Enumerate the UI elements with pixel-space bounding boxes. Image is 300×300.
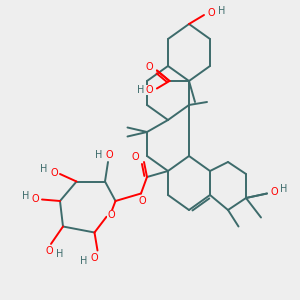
- Text: O: O: [106, 149, 113, 160]
- Text: O: O: [208, 8, 215, 19]
- Text: O: O: [271, 187, 278, 197]
- Text: O: O: [91, 253, 98, 263]
- Text: O: O: [132, 152, 140, 163]
- Text: H: H: [56, 249, 64, 260]
- Text: H: H: [280, 184, 287, 194]
- Text: O: O: [146, 62, 153, 73]
- Text: O: O: [32, 194, 39, 204]
- Text: H: H: [137, 85, 144, 95]
- Text: H: H: [80, 256, 88, 266]
- Text: O: O: [146, 85, 153, 95]
- Text: H: H: [95, 149, 103, 160]
- Text: O: O: [108, 210, 116, 220]
- Text: O: O: [139, 196, 146, 206]
- Text: H: H: [218, 5, 226, 16]
- Text: H: H: [22, 191, 29, 201]
- Text: H: H: [40, 164, 47, 175]
- Text: O: O: [50, 167, 58, 178]
- Text: O: O: [46, 246, 53, 256]
